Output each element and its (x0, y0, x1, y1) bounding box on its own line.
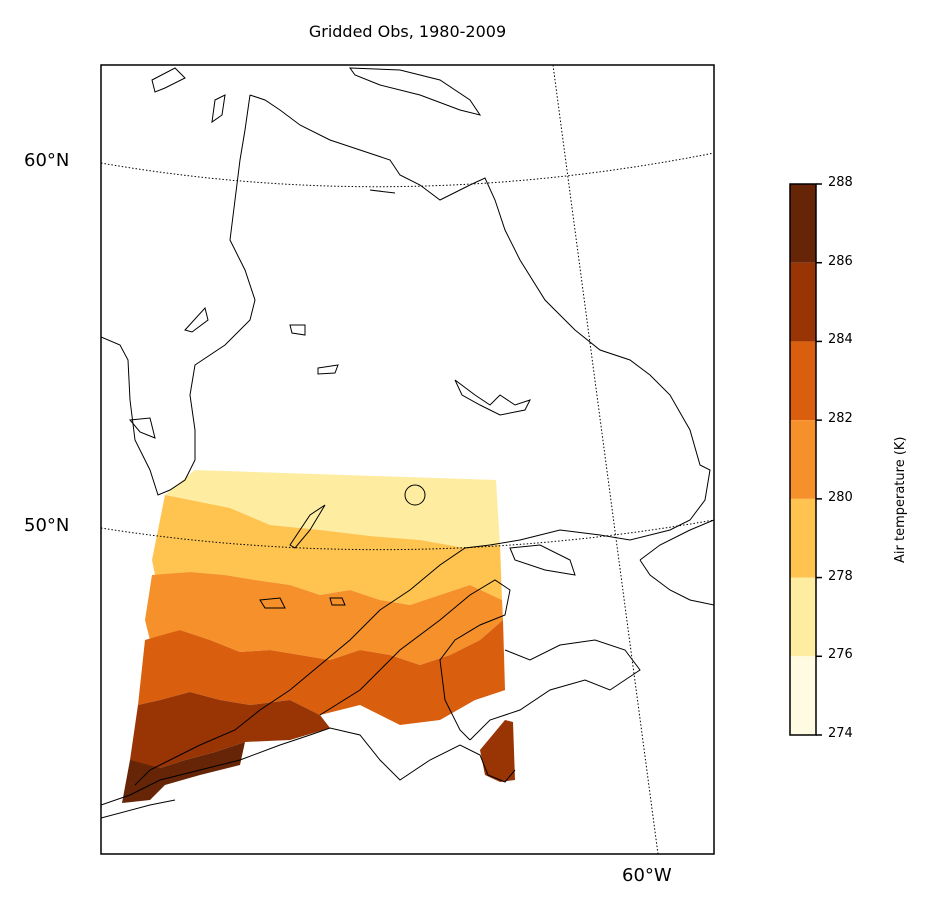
colorbar-tick-label: 286 (828, 253, 853, 269)
colorbar-level-278-280 (790, 498, 816, 578)
colorbar-tick-label: 288 (828, 175, 853, 190)
coastline-hudson-bay (101, 94, 256, 496)
colorbar-tick-label: 280 (828, 489, 853, 505)
lake-3 (129, 417, 156, 439)
lake-1 (289, 324, 306, 336)
parallel-60n (101, 152, 714, 188)
colorbar-level-274-276 (790, 656, 816, 735)
coastline-gaspe (319, 579, 511, 741)
temp-band-282-284-east (440, 670, 505, 700)
lat-label-60n: 60°N (24, 150, 70, 171)
graticule (101, 65, 714, 854)
coastline-newfoundland (639, 519, 714, 606)
lake-manicouagan (404, 484, 426, 506)
coastline-anticosti (509, 544, 576, 576)
lake-2 (317, 364, 339, 375)
parallel-50n (101, 519, 714, 551)
temp-band-284-286 (130, 692, 330, 775)
colorbar-level-286-288 (790, 184, 816, 263)
colorbar-frame (789, 183, 817, 736)
colorbar-label: Air temperature (K) (893, 436, 908, 564)
map-title: Gridded Obs, 1980-2009 (308, 22, 507, 41)
temp-band-286-288 (122, 742, 245, 803)
coastline-south-bottom (101, 799, 176, 819)
coastline-north-islands (151, 67, 482, 124)
lake-7 (259, 597, 346, 609)
coastline-maritimes (469, 639, 641, 741)
lat-label-50n: 50°N (24, 515, 70, 536)
lake-4 (184, 306, 209, 333)
lon-label-60w: 60°W (622, 865, 672, 886)
lake-8 (369, 189, 396, 194)
temp-band-278-280 (152, 495, 502, 605)
coastline-quebec-labrador (134, 94, 711, 786)
meridian-60w (552, 65, 659, 854)
colorbar-tick-label: 274 (828, 726, 853, 741)
colorbar-level-284-286 (790, 262, 816, 342)
colorbar-tick-label: 276 (828, 647, 853, 663)
colorbar-tick-label: 278 (828, 568, 853, 584)
lake-5 (289, 504, 326, 549)
colorbar (789, 183, 822, 736)
temp-band-276-278 (165, 470, 500, 548)
coastlines (101, 67, 714, 819)
colorbar-tick-label: 284 (828, 332, 853, 348)
colorbar-level-280-282 (790, 420, 816, 499)
map-frame (100, 64, 715, 855)
colorbar-level-282-284 (790, 341, 816, 421)
temperature-field (122, 470, 515, 803)
colorbar-level-276-278 (790, 577, 816, 657)
temp-band-280-282 (145, 572, 503, 665)
lake-6 (454, 379, 531, 416)
temp-band-282-284 (138, 620, 505, 725)
colorbar-tick-label: 282 (828, 411, 853, 427)
temp-band-284-286-east (480, 720, 515, 782)
coastline-south (101, 727, 516, 806)
